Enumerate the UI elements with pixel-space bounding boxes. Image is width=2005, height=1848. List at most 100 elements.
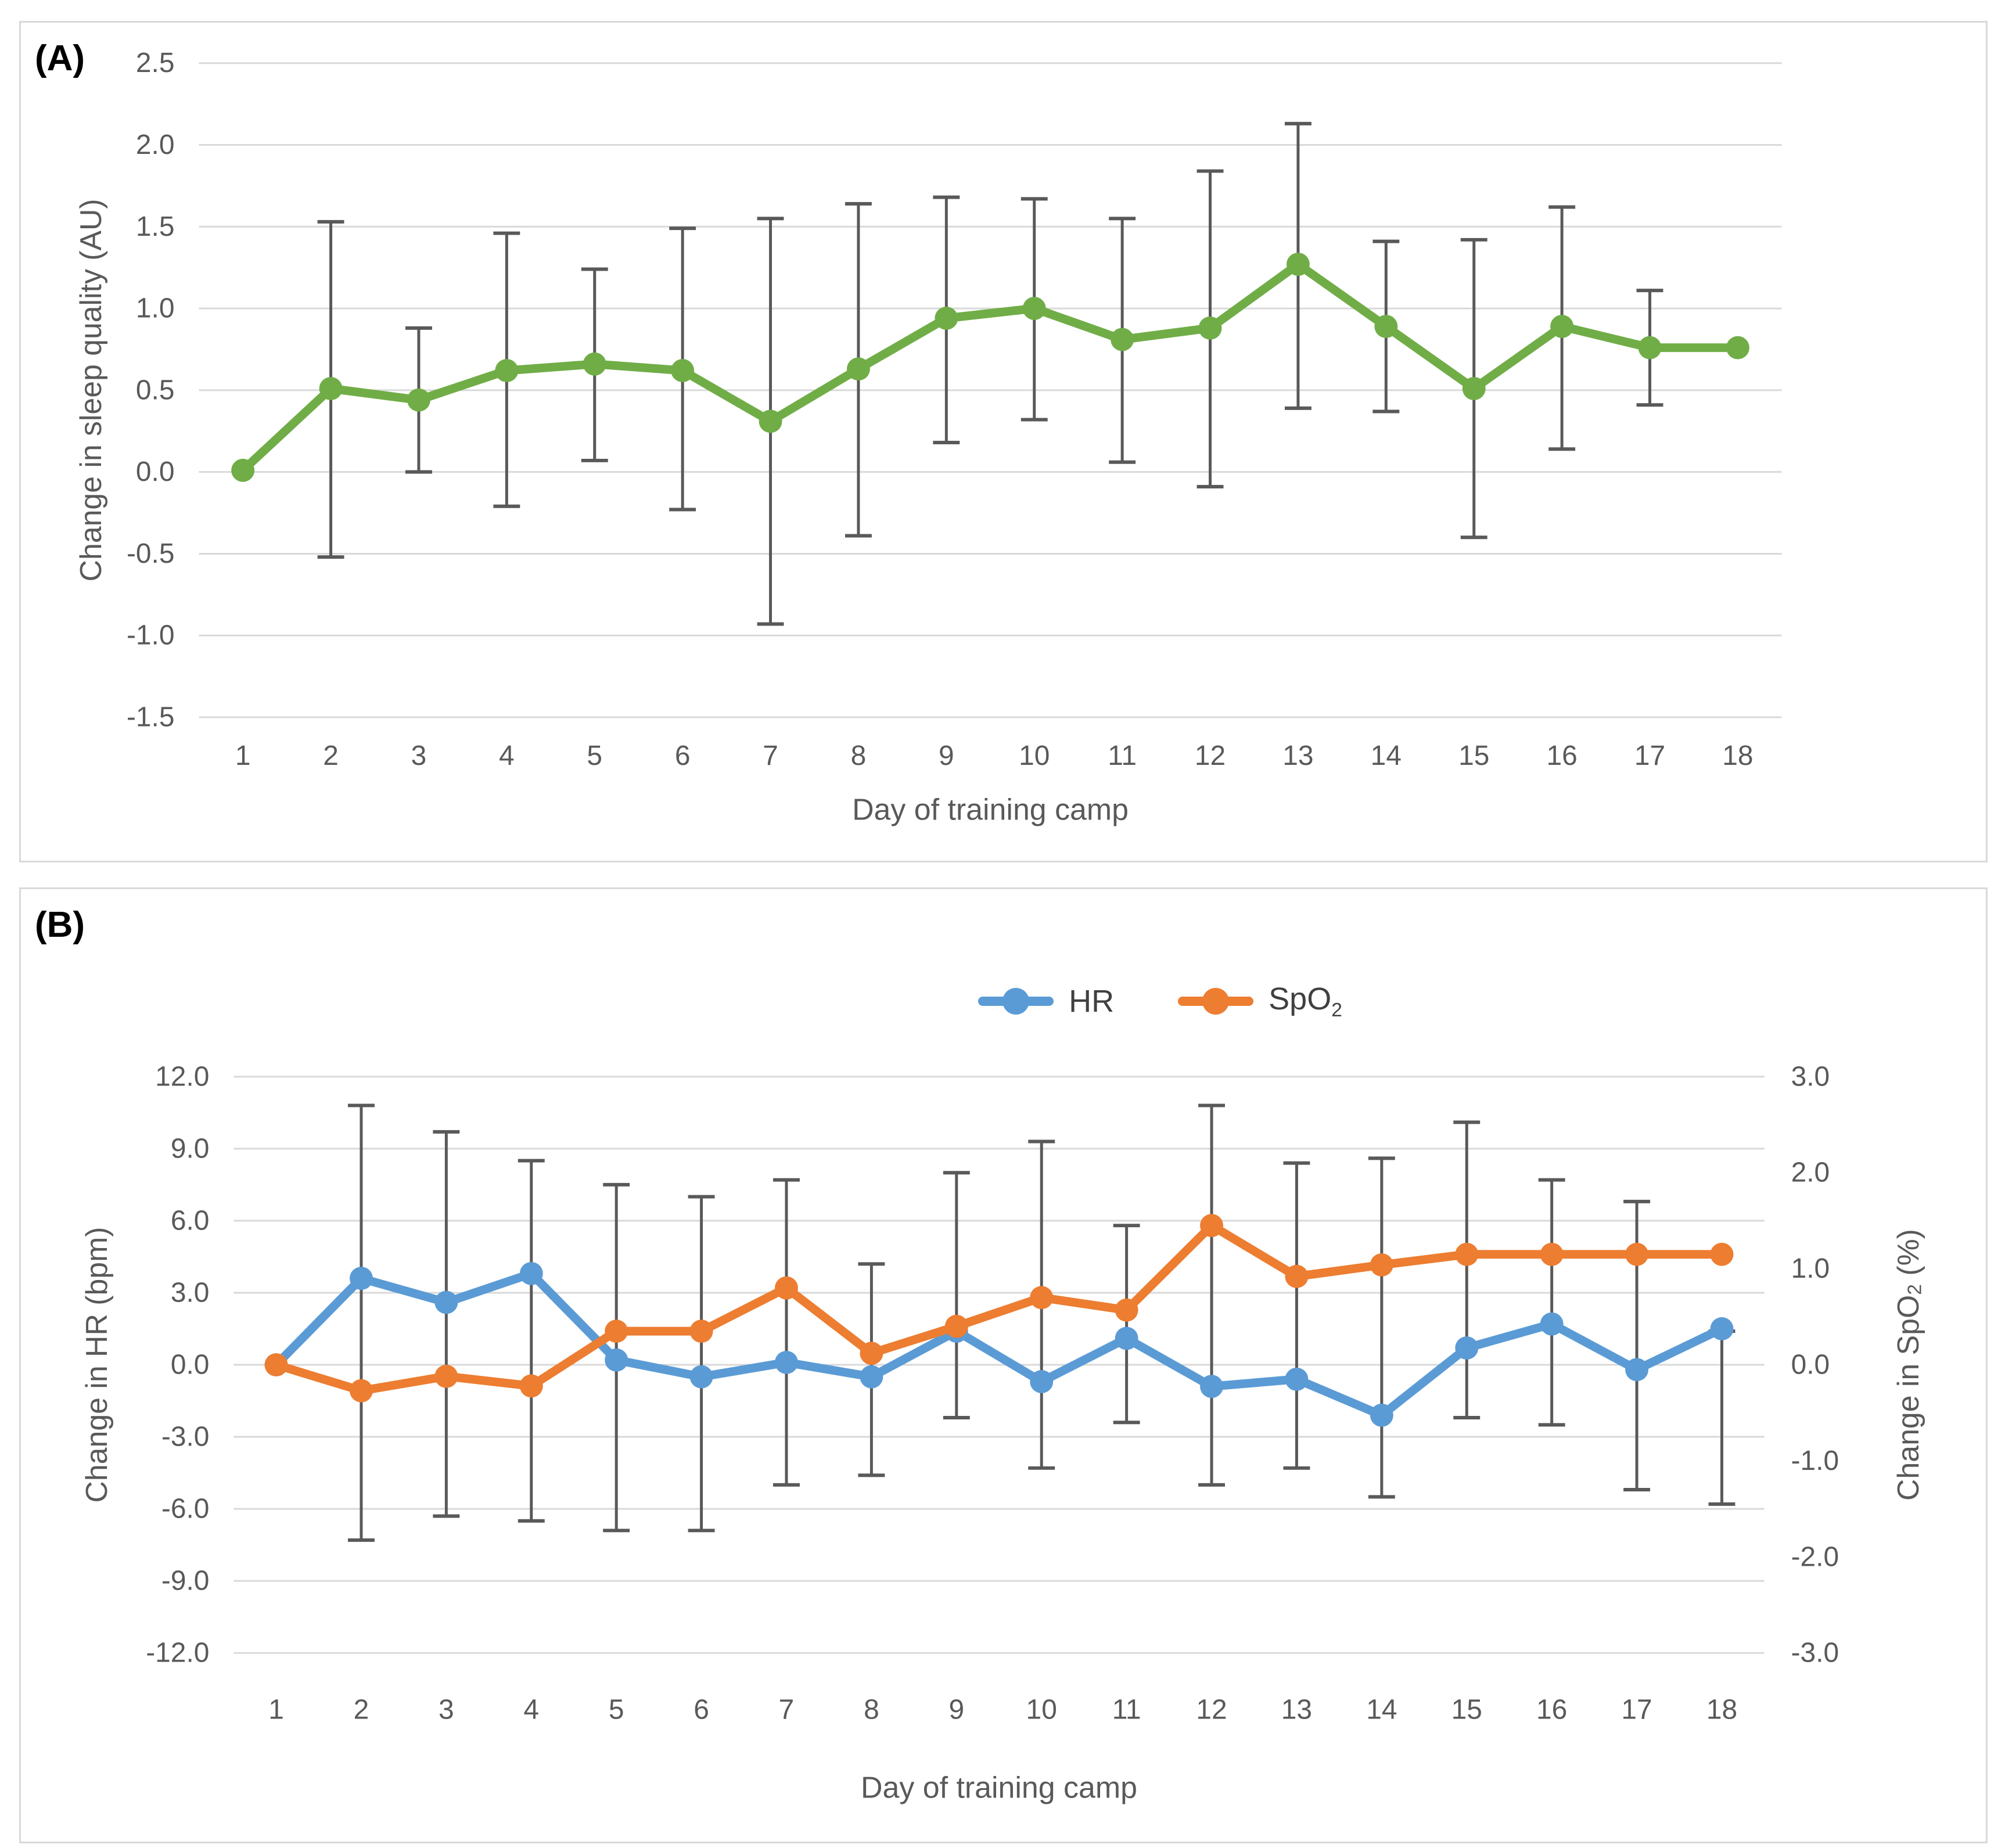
panel-a: (A) 2.5 2.0 1.5 1.0 0.5 0.0 -0.5 -1.0 -1.5 1 2 3 4 5 6… [19, 21, 1988, 862]
sleepquality-point-day-1 [231, 458, 255, 482]
sleepquality-point-day-12 [1198, 316, 1222, 340]
sleepquality-point-day-7 [759, 409, 782, 433]
spo-point-day-5 [605, 1320, 628, 1343]
spo-point-day-1 [264, 1353, 288, 1376]
hr-point-day-6 [689, 1365, 713, 1389]
x-axis-tick-label: 15 [1451, 1694, 1482, 1725]
y-axis-left-tick-label: 1.0 [136, 293, 175, 324]
hr-point-day-13 [1285, 1367, 1309, 1391]
x-axis-tick-label: 8 [851, 740, 867, 771]
hr-point-day-14 [1370, 1403, 1393, 1427]
x-axis-tick-label: 8 [864, 1694, 879, 1725]
error-bar-day-12 [1198, 1103, 1225, 1487]
y-axis-right-tick-label: 3.0 [1791, 1061, 1830, 1092]
x-axis-tick-label: 4 [499, 740, 515, 771]
y-axis-right-tick-label: 0.0 [1791, 1350, 1830, 1380]
sleepquality-point-day-6 [671, 359, 695, 382]
sleepquality-point-day-5 [583, 352, 606, 376]
y-axis-left-title: Change in HR (bpm) [80, 1227, 113, 1503]
y-axis-left-tick-label: -1.0 [127, 620, 175, 651]
y-axis-right-tick-label: 2.0 [1791, 1157, 1830, 1188]
panel-b-chart: 12.0 9.0 6.0 3.0 0.0 -3.0 -6.0 -9.0 -12.0 3.0 2.0 1… [80, 1061, 1926, 1804]
x-axis-tick-label: 14 [1366, 1694, 1397, 1725]
error-bar-day-11 [1113, 1224, 1140, 1425]
spo-point-day-9 [944, 1314, 968, 1338]
error-bar-day-3 [433, 1130, 460, 1518]
y-axis-left-title: Change in sleep quality (AU) [74, 199, 107, 581]
x-axis-tick-label: 11 [1108, 740, 1137, 771]
x-axis-tick-label: 6 [675, 740, 691, 771]
sleepquality-point-day-3 [407, 388, 430, 412]
x-axis-tick-label: 15 [1458, 740, 1489, 771]
x-axis-tick-label: 13 [1282, 740, 1313, 771]
sleepquality-point-day-13 [1286, 253, 1310, 276]
y-axis-left-tick-label: 3.0 [171, 1277, 210, 1308]
spo-point-day-3 [434, 1364, 458, 1388]
hr-line-marker-icon [978, 987, 1054, 1015]
spo2-line-marker-icon [1178, 987, 1254, 1015]
spo-point-day-14 [1370, 1253, 1393, 1277]
x-axis-tick-label: 12 [1195, 740, 1226, 771]
spo-point-day-12 [1200, 1214, 1223, 1238]
y-axis-left-tick-label: 2.5 [136, 48, 175, 78]
x-axis-tick-label: 9 [948, 1694, 964, 1725]
sleepquality-point-day-9 [935, 307, 958, 330]
sleepquality-point-day-17 [1638, 336, 1662, 359]
y-axis-left-tick-label: 0.0 [136, 456, 175, 487]
x-axis-tick-label: 7 [763, 740, 778, 771]
error-bar-day-13 [1283, 1161, 1310, 1470]
hr-point-day-8 [860, 1365, 883, 1389]
hr-point-day-18 [1710, 1317, 1734, 1340]
panel-b: (B) HR SpO2 12.0 9.0 6.0 3.0 0.0 -3.0 -6.0 -9.0… [19, 887, 1988, 1843]
x-axis-tick-label: 16 [1536, 1694, 1567, 1725]
y-axis-right-tick-label: -2.0 [1791, 1541, 1839, 1572]
hr-point-day-15 [1455, 1336, 1479, 1360]
x-axis-tick-label: 13 [1281, 1694, 1312, 1725]
spo-point-day-15 [1455, 1242, 1479, 1266]
x-axis-tick-label: 14 [1371, 740, 1402, 771]
error-bar-day-6 [688, 1195, 715, 1533]
error-bar-day-15 [1453, 1120, 1481, 1419]
spo-line [272, 1221, 1726, 1396]
spo-point-day-8 [860, 1342, 883, 1365]
panel-b-label: (B) [35, 905, 85, 945]
x-axis-tick-label: 6 [694, 1694, 709, 1725]
x-axis-tick-label: 1 [268, 1694, 284, 1725]
sleepquality-point-day-15 [1462, 377, 1486, 400]
y-axis-left-tick-label: 9.0 [171, 1133, 210, 1164]
legend: HR SpO2 [178, 981, 2005, 1022]
x-axis-tick-label: 3 [439, 1694, 454, 1725]
spo-point-day-17 [1625, 1242, 1649, 1266]
x-axis-tick-label: 16 [1546, 740, 1577, 771]
panel-a-chart: 2.52.01.51.00.50.0-0.5-1.0-1.51 2 3 4 5 6 7 8 9 1… [74, 48, 1782, 826]
spo-point-day-4 [519, 1374, 543, 1398]
y-axis-left-tick-label: 6.0 [171, 1205, 210, 1236]
spo-point-day-16 [1540, 1242, 1564, 1266]
y-axis-left-tick-label: 1.5 [136, 211, 175, 242]
x-axis-tick-label: 10 [1019, 740, 1050, 771]
y-axis-left-tick-label: -0.5 [127, 538, 175, 569]
x-axis-tick-label: 17 [1621, 1694, 1652, 1725]
x-axis-title: Day of training camp [852, 792, 1129, 826]
x-axis-tick-label: 9 [939, 740, 954, 771]
legend-label-spo2: SpO2 [1269, 981, 1342, 1021]
error-bar-day-9 [943, 1171, 970, 1419]
y-axis-left-tick-label: -3.0 [161, 1422, 210, 1452]
x-axis-tick-label: 2 [354, 1694, 369, 1725]
sleepquality-point-day-10 [1022, 297, 1046, 320]
error-bar-day-18 [1708, 1329, 1735, 1506]
sleepquality-point-day-18 [1726, 336, 1749, 359]
x-axis-tick-label: 3 [411, 740, 427, 771]
x-axis-tick-label: 18 [1722, 740, 1753, 771]
error-bar-day-4 [518, 1159, 545, 1523]
spo-point-day-10 [1030, 1286, 1054, 1310]
legend-item-spo2: SpO2 [1178, 981, 1342, 1022]
sleepquality-point-day-14 [1374, 315, 1398, 338]
legend-item-hr: HR [978, 981, 1114, 1022]
y-axis-left-tick-label: 0.5 [136, 375, 175, 405]
error-bar-day-2 [348, 1103, 375, 1542]
error-bar-day-14 [1368, 1156, 1395, 1499]
hr-point-day-12 [1200, 1375, 1223, 1398]
hr-point-day-3 [434, 1290, 458, 1314]
y-axis-left-tick-label: -12.0 [146, 1638, 209, 1669]
